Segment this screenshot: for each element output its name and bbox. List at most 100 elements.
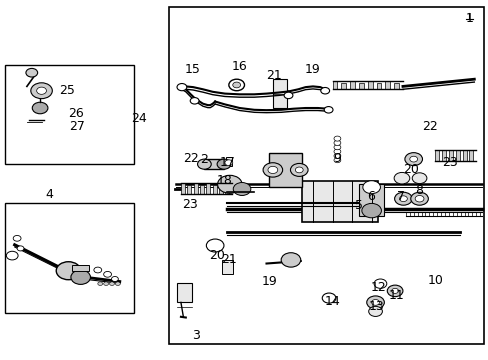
Text: 19: 19 bbox=[305, 63, 320, 76]
Circle shape bbox=[197, 159, 211, 169]
Circle shape bbox=[333, 136, 340, 141]
Bar bbox=[219, 183, 223, 194]
Circle shape bbox=[281, 253, 300, 267]
Text: 18: 18 bbox=[217, 174, 232, 186]
Circle shape bbox=[217, 175, 242, 193]
Circle shape bbox=[217, 159, 230, 169]
Circle shape bbox=[26, 68, 38, 77]
Text: 15: 15 bbox=[184, 63, 200, 76]
Text: 7: 7 bbox=[396, 190, 404, 203]
Circle shape bbox=[94, 267, 102, 273]
Text: 27: 27 bbox=[69, 120, 85, 133]
Text: 4: 4 bbox=[45, 188, 53, 201]
Bar bbox=[441, 150, 445, 161]
Circle shape bbox=[233, 183, 250, 195]
Bar bbox=[332, 81, 337, 89]
Bar bbox=[177, 283, 191, 302]
Text: 6: 6 bbox=[366, 190, 374, 203]
Text: 14: 14 bbox=[324, 295, 340, 308]
Circle shape bbox=[320, 87, 329, 94]
Bar bbox=[358, 83, 363, 89]
Text: 16: 16 bbox=[231, 60, 247, 73]
Text: 17: 17 bbox=[219, 156, 235, 169]
Circle shape bbox=[361, 203, 381, 218]
Text: 12: 12 bbox=[370, 281, 386, 294]
Circle shape bbox=[111, 276, 118, 282]
Bar bbox=[367, 81, 372, 89]
Text: 20: 20 bbox=[402, 163, 418, 176]
Circle shape bbox=[37, 87, 46, 94]
Text: 3: 3 bbox=[191, 329, 199, 342]
Circle shape bbox=[206, 239, 224, 252]
Circle shape bbox=[368, 306, 382, 316]
Circle shape bbox=[228, 79, 244, 91]
Circle shape bbox=[414, 195, 423, 202]
Text: 9: 9 bbox=[333, 152, 341, 165]
Circle shape bbox=[371, 300, 379, 305]
Text: 23: 23 bbox=[182, 198, 197, 211]
Bar bbox=[181, 183, 184, 194]
Text: 11: 11 bbox=[387, 289, 403, 302]
Circle shape bbox=[177, 84, 186, 91]
Bar bbox=[434, 150, 438, 161]
Circle shape bbox=[6, 251, 18, 260]
Circle shape bbox=[56, 262, 81, 280]
Circle shape bbox=[394, 192, 411, 205]
Circle shape bbox=[17, 246, 24, 251]
Circle shape bbox=[232, 82, 240, 88]
Circle shape bbox=[322, 293, 335, 303]
Circle shape bbox=[409, 156, 417, 162]
Text: 5: 5 bbox=[355, 199, 363, 212]
Bar bbox=[393, 83, 398, 89]
Circle shape bbox=[333, 145, 340, 150]
Bar bbox=[222, 260, 233, 274]
Bar bbox=[385, 81, 389, 89]
Bar bbox=[225, 157, 231, 166]
Text: 19: 19 bbox=[262, 275, 277, 288]
Text: 1: 1 bbox=[465, 12, 472, 24]
Bar bbox=[72, 265, 89, 271]
Bar bbox=[448, 150, 452, 161]
Circle shape bbox=[391, 288, 398, 293]
Circle shape bbox=[263, 163, 282, 177]
Bar bbox=[5, 203, 134, 313]
Bar bbox=[341, 83, 346, 89]
Circle shape bbox=[410, 192, 427, 205]
Bar bbox=[168, 7, 483, 344]
Circle shape bbox=[32, 102, 48, 114]
Circle shape bbox=[290, 163, 307, 176]
Circle shape bbox=[103, 271, 111, 277]
Bar bbox=[359, 184, 383, 216]
Text: 26: 26 bbox=[68, 107, 83, 120]
Circle shape bbox=[386, 285, 402, 297]
Bar bbox=[204, 159, 224, 169]
Text: 13: 13 bbox=[368, 300, 384, 312]
Circle shape bbox=[295, 167, 303, 173]
Text: 2: 2 bbox=[200, 153, 208, 166]
Circle shape bbox=[71, 270, 90, 284]
Bar bbox=[5, 65, 134, 164]
Bar bbox=[225, 185, 229, 194]
Text: 20: 20 bbox=[208, 249, 224, 262]
Bar bbox=[206, 183, 210, 194]
Text: 24: 24 bbox=[131, 112, 147, 125]
Bar bbox=[468, 150, 472, 161]
Text: 22: 22 bbox=[183, 152, 198, 165]
Circle shape bbox=[333, 149, 340, 154]
Bar bbox=[193, 183, 197, 194]
Circle shape bbox=[366, 296, 384, 309]
Circle shape bbox=[373, 279, 386, 288]
Circle shape bbox=[190, 98, 199, 104]
Text: 8: 8 bbox=[415, 184, 423, 197]
Bar bbox=[455, 150, 459, 161]
Bar bbox=[187, 185, 191, 194]
Circle shape bbox=[109, 282, 114, 285]
Circle shape bbox=[393, 172, 409, 184]
Bar bbox=[349, 81, 354, 89]
Circle shape bbox=[333, 158, 340, 163]
Circle shape bbox=[404, 153, 422, 166]
Circle shape bbox=[333, 140, 340, 145]
Circle shape bbox=[98, 282, 102, 285]
Circle shape bbox=[399, 196, 407, 202]
Circle shape bbox=[115, 282, 120, 285]
